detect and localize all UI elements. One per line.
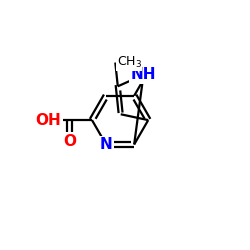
- Text: CH$_3$: CH$_3$: [116, 55, 142, 70]
- Text: OH: OH: [36, 112, 61, 128]
- Text: Br: Br: [136, 68, 156, 82]
- Text: NH: NH: [131, 68, 156, 82]
- Text: O: O: [63, 134, 76, 149]
- Text: N: N: [100, 137, 112, 152]
